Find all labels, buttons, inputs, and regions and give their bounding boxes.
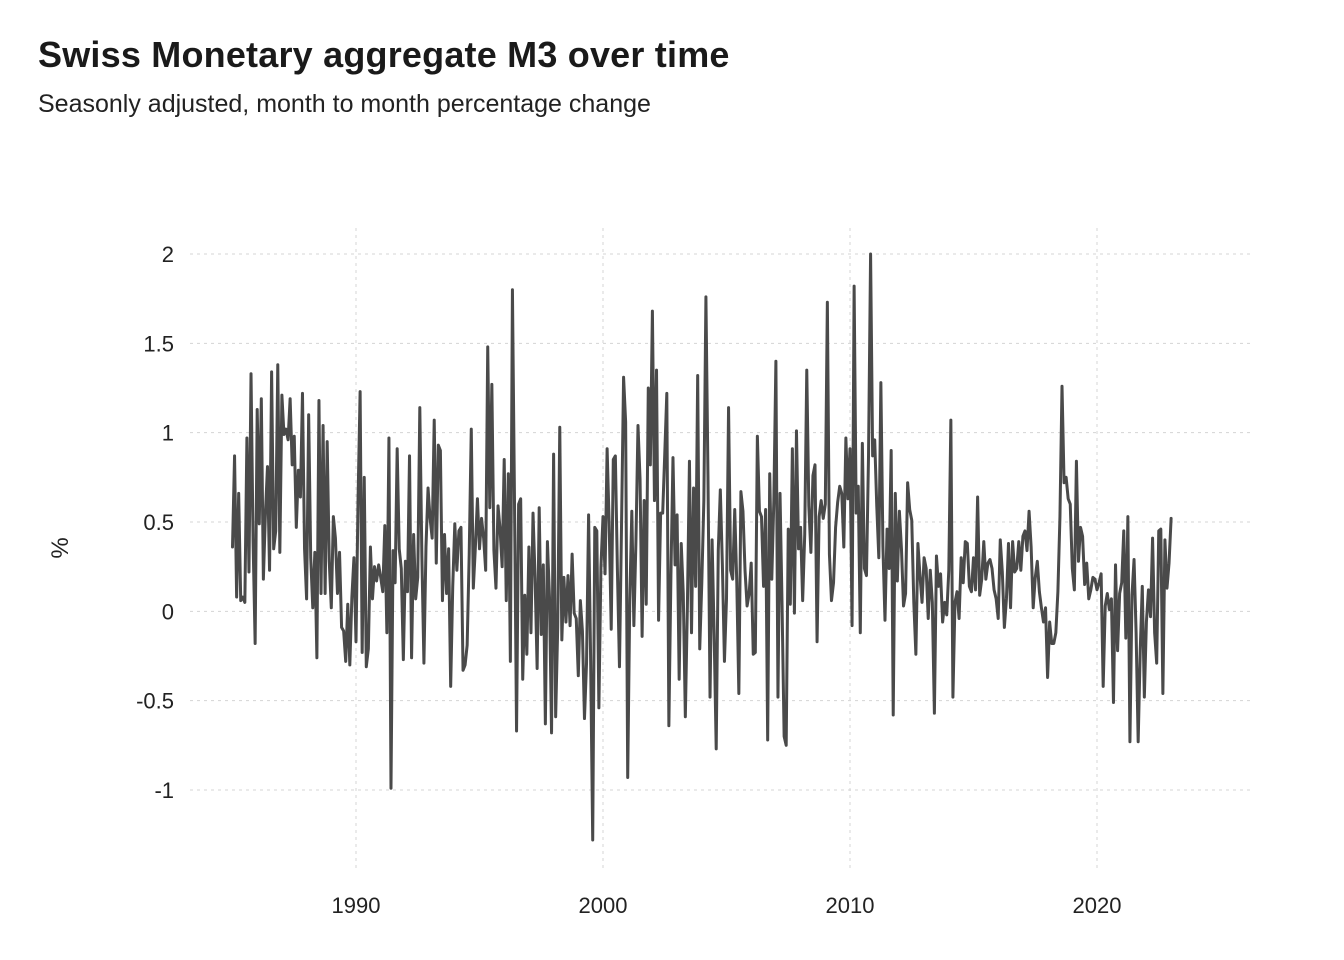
y-tick-label: -0.5 (136, 689, 174, 714)
x-tick-label: 1990 (332, 893, 381, 918)
y-tick-label: -1 (154, 778, 174, 803)
series-line (231, 252, 1173, 842)
y-tick-label: 1.5 (143, 331, 174, 356)
x-tick-label: 2020 (1073, 893, 1122, 918)
y-axis-label: % (47, 537, 74, 558)
y-tick-label: 0.5 (143, 510, 174, 535)
x-tick-label: 2010 (826, 893, 875, 918)
x-tick-label: 2000 (579, 893, 628, 918)
y-tick-label: 1 (162, 421, 174, 446)
axes: % -1 -0.5 0 0.5 1 1.5 2 1990 2000 2010 2020 (47, 242, 1121, 918)
series-layer (231, 252, 1173, 842)
chart-title: Swiss Monetary aggregate M3 over time (38, 34, 730, 75)
chart-subtitle: Seasonly adjusted, month to month percen… (38, 90, 651, 118)
y-tick-label: 2 (162, 242, 174, 267)
y-tick-label: 0 (162, 599, 174, 624)
